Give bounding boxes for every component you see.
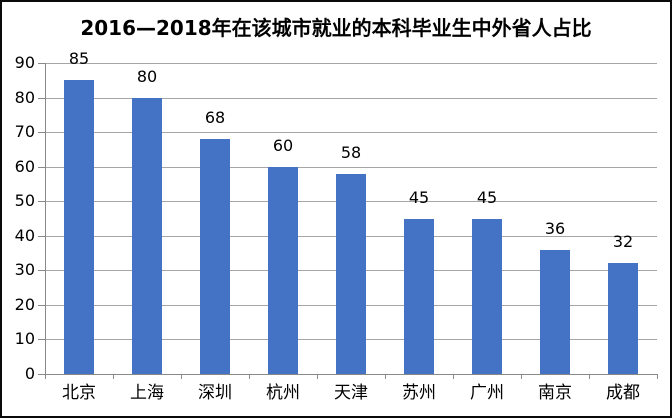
bar-北京 <box>64 80 94 374</box>
y-axis-tick-label: 60 <box>14 157 35 176</box>
y-axis-tick-label: 50 <box>14 191 35 210</box>
y-axis-tick-label: 20 <box>14 295 35 314</box>
bar-value-label: 36 <box>544 219 566 238</box>
bar-苏州 <box>404 219 434 374</box>
x-axis <box>45 374 658 375</box>
bar-value-label: 45 <box>408 188 430 207</box>
x-category-label: 上海 <box>130 383 164 403</box>
x-axis-tick <box>589 374 590 379</box>
y-gridline <box>45 132 657 133</box>
chart-title: 2016—2018年在该城市就业的本科毕业生中外省人占比 <box>80 16 592 40</box>
y-axis-tick-label: 30 <box>14 260 35 279</box>
x-category-label: 成都 <box>606 383 640 403</box>
y-axis-tick-label: 70 <box>14 122 35 141</box>
x-axis-tick <box>317 374 318 379</box>
x-axis-tick <box>181 374 182 379</box>
y-axis-tick <box>38 236 45 237</box>
bar-value-label: 58 <box>340 143 362 162</box>
y-axis-tick <box>38 270 45 271</box>
x-category-label: 天津 <box>334 383 368 403</box>
bar-value-label: 68 <box>204 108 226 127</box>
x-axis-tick <box>657 374 658 379</box>
x-category-label: 南京 <box>538 383 572 403</box>
y-axis-tick <box>38 63 45 64</box>
y-axis-tick-label: 40 <box>14 226 35 245</box>
y-gridline <box>45 167 657 168</box>
y-axis-tick <box>38 305 45 306</box>
bar-value-label: 60 <box>272 136 294 155</box>
bar-value-label: 32 <box>612 232 634 251</box>
y-axis-tick <box>38 374 45 375</box>
y-axis-tick <box>38 201 45 202</box>
bar-成都 <box>608 263 638 374</box>
y-axis-tick <box>38 339 45 340</box>
x-axis-tick <box>385 374 386 379</box>
y-axis-tick-label: 0 <box>24 364 35 383</box>
y-gridline <box>45 63 657 64</box>
x-category-label: 杭州 <box>266 383 300 403</box>
bar-value-label: 80 <box>136 67 158 86</box>
y-axis-tick <box>38 98 45 99</box>
x-axis-tick <box>113 374 114 379</box>
y-gridline <box>45 98 657 99</box>
x-axis-tick <box>45 374 46 379</box>
y-axis-tick <box>38 167 45 168</box>
bar-value-label: 45 <box>476 188 498 207</box>
x-category-label: 苏州 <box>402 383 436 403</box>
bar-杭州 <box>268 167 298 374</box>
y-axis <box>45 63 46 375</box>
x-axis-tick <box>521 374 522 379</box>
x-axis-tick <box>453 374 454 379</box>
bar-上海 <box>132 98 162 374</box>
bar-深圳 <box>200 139 230 374</box>
x-category-label: 北京 <box>62 383 96 403</box>
y-axis-tick <box>38 132 45 133</box>
x-category-label: 深圳 <box>198 383 232 403</box>
y-axis-tick-label: 80 <box>14 88 35 107</box>
x-category-label: 广州 <box>470 383 504 403</box>
bar-南京 <box>540 250 570 374</box>
bar-天津 <box>336 174 366 374</box>
y-axis-tick-label: 90 <box>14 53 35 72</box>
bar-广州 <box>472 219 502 374</box>
y-axis-tick-label: 10 <box>14 329 35 348</box>
x-axis-tick <box>249 374 250 379</box>
bar-value-label: 85 <box>68 49 90 68</box>
